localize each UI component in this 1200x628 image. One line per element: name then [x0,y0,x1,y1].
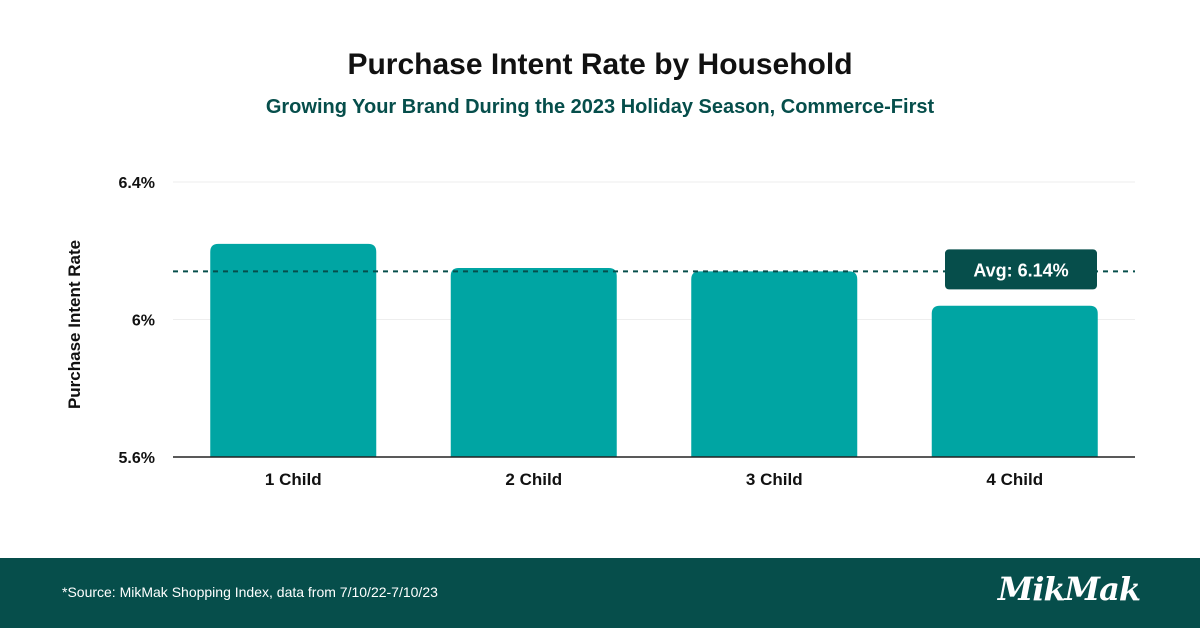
y-tick-label: 6.4% [119,175,155,192]
source-note: *Source: MikMak Shopping Index, data fro… [62,584,438,600]
x-tick-label: 4 Child [986,470,1043,489]
x-tick-label: 3 Child [746,470,803,489]
average-label-box [945,249,1097,290]
x-tick-label: 1 Child [265,470,322,489]
bar-3-child [691,271,858,457]
bar-2-child [450,267,617,457]
y-tick-label: 6% [132,313,155,330]
mikmak-logo: MikMak [997,570,1141,608]
average-label: Avg: 6.14% [973,260,1068,280]
chart-title: Purchase Intent Rate by Household [347,48,853,81]
bar-1-child [210,243,377,457]
x-tick-label: 2 Child [505,470,562,489]
footer-bar: *Source: MikMak Shopping Index, data fro… [0,558,1200,628]
bar-chart: 6.4% 6% 5.6% Purchase Intent Rate 1 Child 2 C… [65,175,1135,489]
y-axis-title: Purchase Intent Rate [65,240,84,409]
y-tick-label: 5.6% [119,450,155,467]
chart-subtitle: Growing Your Brand During the 2023 Holid… [265,96,935,118]
bar-4-child [931,305,1098,457]
